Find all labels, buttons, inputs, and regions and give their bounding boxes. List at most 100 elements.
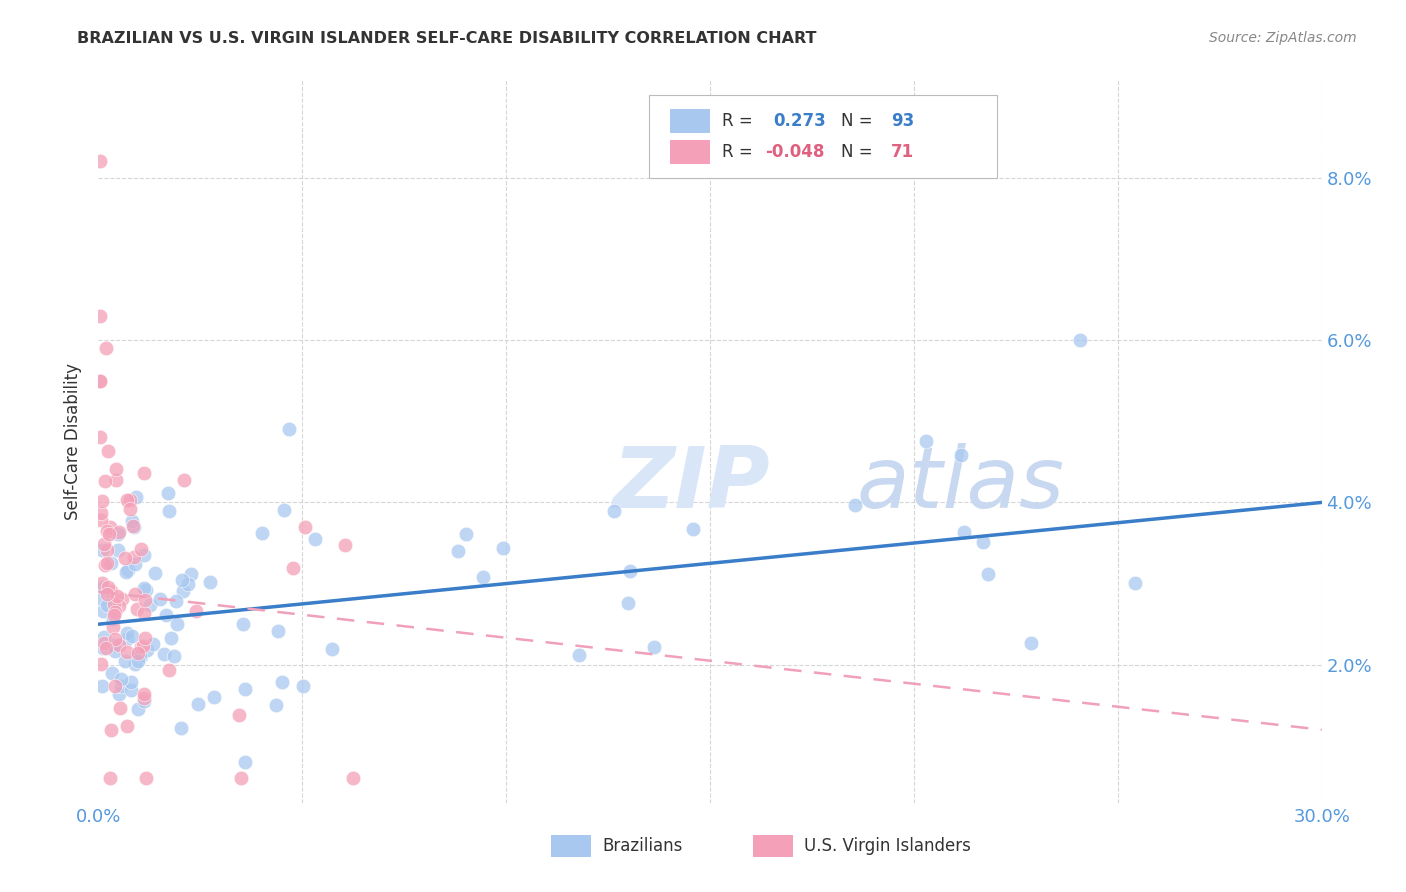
- Point: [90, 513, 112, 527]
- Text: Source: ZipAtlas.com: Source: ZipAtlas.com: [1209, 31, 1357, 45]
- Point: [1069, 333, 1091, 347]
- Text: BRAZILIAN VS U.S. VIRGIN ISLANDER SELF-CARE DISABILITY CORRELATION CHART: BRAZILIAN VS U.S. VIRGIN ISLANDER SELF-C…: [77, 31, 817, 46]
- Point: [96, 543, 118, 558]
- Point: [104, 679, 127, 693]
- Point: [127, 702, 149, 716]
- Point: [103, 638, 125, 652]
- Point: [1123, 575, 1146, 590]
- Point: [342, 772, 364, 786]
- Point: [131, 541, 153, 556]
- Point: [108, 524, 131, 539]
- Point: [977, 566, 1000, 581]
- Point: [447, 544, 470, 558]
- Point: [270, 675, 292, 690]
- Point: [124, 558, 146, 572]
- Point: [125, 490, 148, 504]
- Point: [100, 519, 122, 533]
- Point: [120, 683, 142, 698]
- Point: [914, 434, 936, 449]
- Point: [101, 666, 124, 681]
- Bar: [551, 835, 592, 857]
- Point: [294, 520, 316, 534]
- Point: [157, 504, 180, 518]
- Point: [91, 543, 114, 558]
- Point: [98, 527, 121, 541]
- Point: [134, 632, 156, 646]
- Point: [100, 723, 122, 737]
- Point: [120, 502, 142, 516]
- Point: [124, 657, 146, 671]
- Point: [616, 596, 638, 610]
- Point: [90, 575, 112, 590]
- Point: [125, 602, 148, 616]
- Point: [117, 563, 139, 577]
- Point: [96, 599, 118, 613]
- Point: [104, 605, 127, 619]
- Point: [110, 679, 132, 693]
- Point: [91, 641, 114, 656]
- FancyBboxPatch shape: [648, 95, 997, 178]
- Point: [198, 574, 221, 589]
- Point: [114, 654, 136, 668]
- Point: [105, 462, 128, 476]
- Point: [127, 654, 149, 668]
- Point: [89, 430, 111, 444]
- Point: [128, 648, 150, 662]
- Point: [122, 518, 145, 533]
- Point: [105, 473, 128, 487]
- Point: [96, 556, 118, 570]
- Point: [125, 647, 148, 661]
- Point: [115, 718, 138, 732]
- Point: [177, 576, 200, 591]
- Point: [187, 698, 209, 712]
- Point: [122, 550, 145, 565]
- Text: N =: N =: [841, 112, 873, 129]
- Point: [91, 494, 114, 508]
- Point: [132, 466, 155, 480]
- Point: [91, 580, 114, 594]
- Text: 71: 71: [891, 143, 914, 161]
- Point: [132, 639, 155, 653]
- Point: [972, 535, 994, 549]
- Point: [149, 591, 172, 606]
- Point: [90, 506, 112, 520]
- Point: [134, 606, 156, 620]
- Point: [184, 604, 207, 618]
- Point: [105, 589, 128, 603]
- Point: [115, 632, 138, 646]
- Point: [124, 587, 146, 601]
- Point: [1019, 636, 1042, 650]
- Point: [170, 721, 193, 735]
- Text: R =: R =: [723, 112, 754, 129]
- Text: ZIP: ZIP: [612, 443, 770, 526]
- Point: [93, 630, 115, 644]
- Point: [89, 374, 111, 388]
- Text: -0.048: -0.048: [765, 143, 824, 161]
- Point: [165, 594, 187, 608]
- Point: [101, 612, 124, 626]
- Point: [91, 679, 114, 693]
- Point: [97, 443, 120, 458]
- Point: [104, 632, 127, 647]
- Text: 0.273: 0.273: [773, 112, 827, 129]
- Point: [172, 584, 194, 599]
- Point: [132, 694, 155, 708]
- Point: [93, 636, 115, 650]
- Point: [180, 567, 202, 582]
- Point: [603, 504, 626, 518]
- Bar: [669, 109, 710, 133]
- Point: [98, 771, 121, 785]
- Point: [132, 548, 155, 562]
- Point: [283, 561, 305, 575]
- Point: [129, 646, 152, 660]
- Point: [202, 690, 225, 704]
- Point: [107, 527, 129, 541]
- Point: [228, 707, 250, 722]
- Bar: [752, 835, 793, 857]
- Point: [273, 503, 295, 517]
- Point: [135, 772, 157, 786]
- Point: [108, 687, 131, 701]
- Point: [277, 422, 299, 436]
- Point: [93, 537, 115, 551]
- Point: [89, 154, 111, 169]
